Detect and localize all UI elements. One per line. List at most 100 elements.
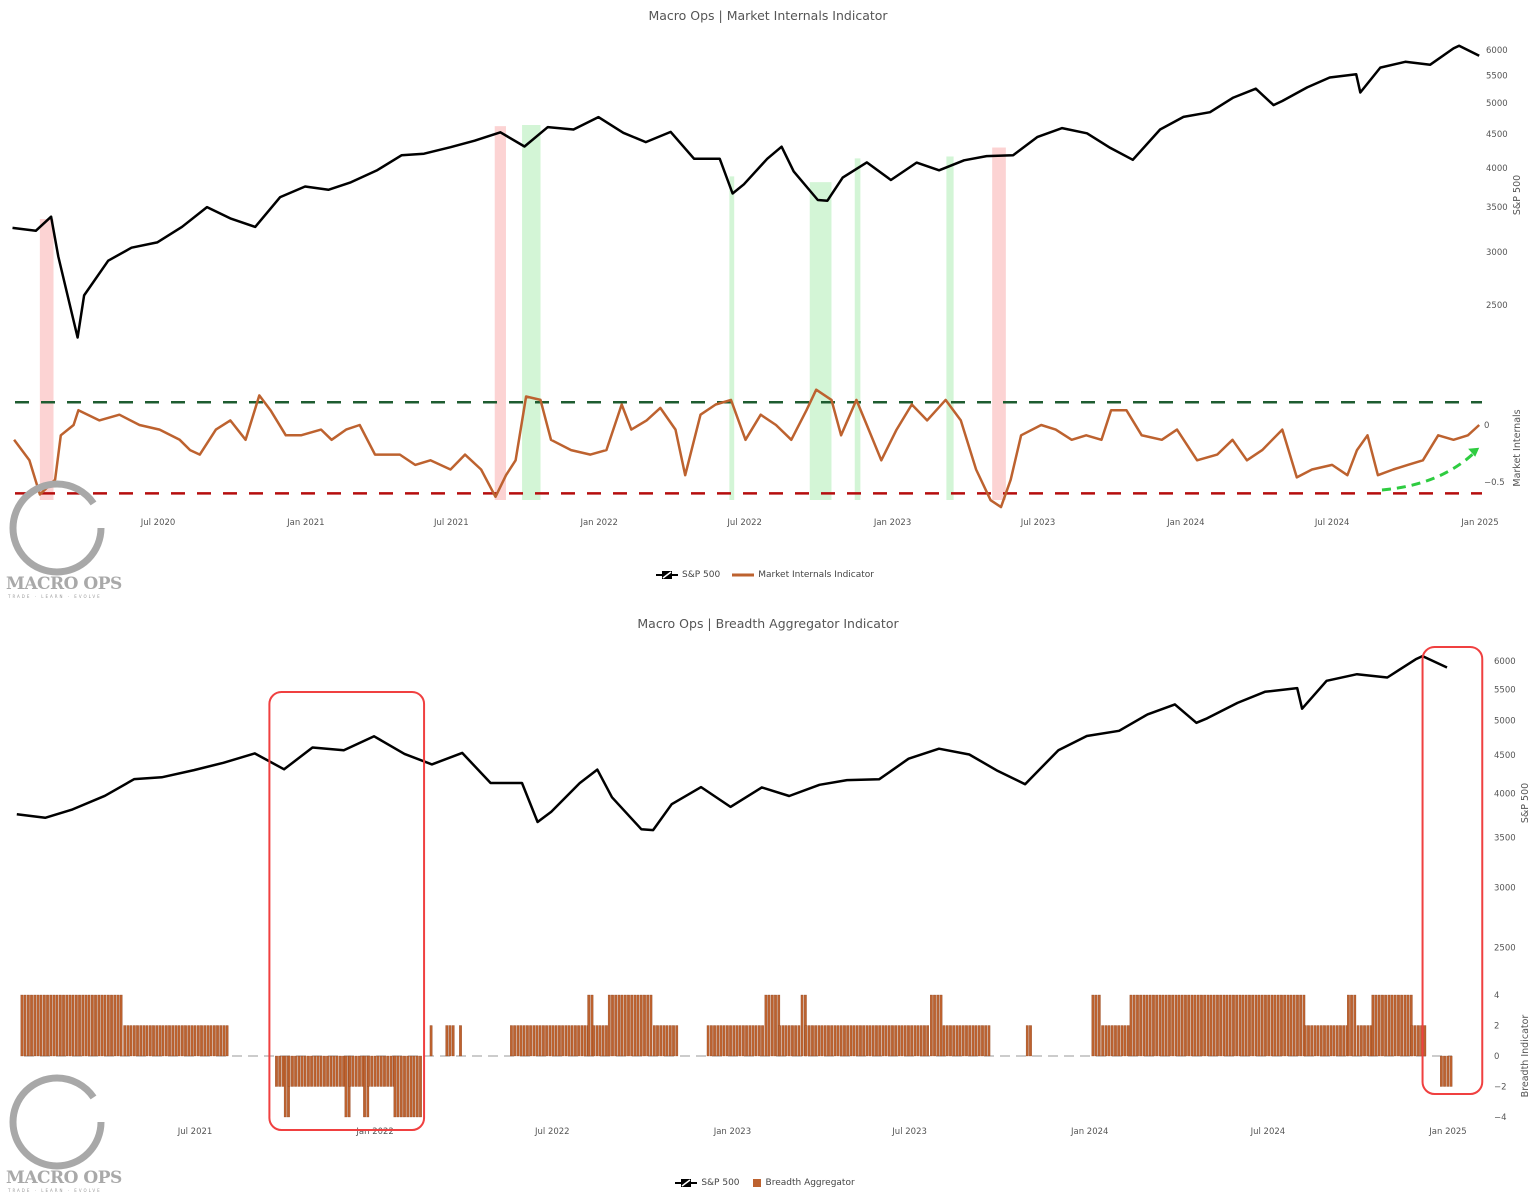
breadth-bar xyxy=(754,1025,758,1057)
breadth-bar xyxy=(297,1055,301,1087)
breadth-bar xyxy=(1440,1055,1443,1087)
x-tick-label: Jan 2023 xyxy=(713,1127,751,1137)
breadth-bar xyxy=(348,1055,352,1087)
breadth-bar xyxy=(971,1025,975,1057)
breadth-bar xyxy=(519,1025,523,1057)
breadth-bar xyxy=(1025,1025,1029,1057)
legend-item-sp500[interactable]: S&P 500 xyxy=(655,570,720,580)
breadth-bar xyxy=(329,1055,333,1087)
breadth-bar xyxy=(623,994,627,1057)
breadth-bar xyxy=(171,1025,175,1057)
breadth-bar xyxy=(1316,1025,1320,1057)
breadth-bar xyxy=(30,994,33,1057)
y-tick-label-sp500: 3000 xyxy=(1494,884,1516,894)
breadth-bar xyxy=(545,1025,548,1057)
breadth-bar xyxy=(126,1025,130,1057)
y-tick-label-sp500: 3500 xyxy=(1486,203,1508,213)
y-tick-label-sp500: 2500 xyxy=(1494,943,1516,953)
breadth-bar xyxy=(136,1025,139,1057)
breadth-bar xyxy=(174,1025,178,1057)
breadth-bar xyxy=(830,1025,834,1057)
breadth-bar xyxy=(859,1025,862,1057)
breadth-bar xyxy=(735,1025,739,1057)
breadth-bar xyxy=(1413,1025,1417,1057)
breadth-bar xyxy=(148,1025,152,1057)
breadth-bar xyxy=(958,1025,962,1057)
x-tick-label: Jul 2021 xyxy=(177,1127,213,1137)
breadth-bar xyxy=(1381,994,1384,1057)
breadth-bar xyxy=(376,1055,380,1087)
breadth-bar xyxy=(155,1025,159,1057)
breadth-bar xyxy=(1145,994,1149,1057)
breadth-bar xyxy=(1397,994,1400,1057)
breadth-bar xyxy=(1225,994,1229,1057)
breadth-bar xyxy=(807,1025,811,1057)
logo-wordmark: MACRO OPS xyxy=(6,1168,122,1188)
breadth-bar xyxy=(1423,1025,1427,1057)
breadth-bar xyxy=(1310,1025,1314,1057)
breadth-bar xyxy=(1091,994,1095,1057)
breadth-bar xyxy=(1264,994,1267,1057)
breadth-bar xyxy=(1257,994,1261,1057)
breadth-bar xyxy=(1377,994,1381,1057)
legend-item-sp500[interactable]: S&P 500 xyxy=(675,1178,740,1188)
breadth-bar xyxy=(225,1025,229,1057)
x-tick-label: Jul 2022 xyxy=(534,1127,570,1137)
bull-signal-band xyxy=(854,158,861,501)
breadth-bar xyxy=(116,994,120,1057)
breadth-bar xyxy=(1152,994,1155,1057)
breadth-bar xyxy=(1241,994,1245,1057)
breadth-bar xyxy=(764,994,768,1057)
market-internals-line xyxy=(13,388,1481,509)
breadth-bar xyxy=(513,1025,516,1057)
breadth-bar xyxy=(113,994,117,1057)
x-tick-label: Jul 2024 xyxy=(1314,518,1350,528)
breadth-bar xyxy=(168,1025,171,1057)
breadth-bar xyxy=(1161,994,1165,1057)
breadth-bar xyxy=(339,1055,342,1087)
legend-market-internals[interactable]: S&P 500 Market Internals Indicator xyxy=(0,570,1536,580)
sp500-line xyxy=(16,654,1448,832)
breadth-bar xyxy=(1410,1025,1414,1057)
breadth-bar xyxy=(903,1025,907,1057)
breadth-bar xyxy=(358,1055,361,1087)
breadth-bar xyxy=(119,994,123,1057)
y-tick-label-sp500: 5500 xyxy=(1494,685,1516,695)
breadth-bar xyxy=(1101,1025,1105,1057)
legend-item-market-internals[interactable]: Market Internals Indicator xyxy=(732,570,874,580)
breadth-bar xyxy=(871,1025,875,1057)
breadth-bar xyxy=(370,1055,374,1087)
breadth-bar xyxy=(965,1025,968,1057)
breadth-bar xyxy=(987,1025,991,1057)
breadth-bar xyxy=(865,1025,869,1057)
breadth-bar xyxy=(367,1055,370,1087)
breadth-bar xyxy=(1303,1025,1307,1057)
breadth-bar xyxy=(601,1025,605,1057)
breadth-bar xyxy=(409,1055,413,1118)
breadth-bar xyxy=(110,994,113,1057)
breadth-bar xyxy=(445,1025,449,1057)
breadth-bar xyxy=(1097,994,1101,1057)
breadth-bar xyxy=(78,994,81,1057)
y-tick-label-indicator: −2 xyxy=(1494,1083,1507,1093)
legend-breadth-aggregator[interactable]: S&P 500 Breadth Aggregator xyxy=(0,1178,1536,1188)
x-tick-label: Jul 2023 xyxy=(891,1127,927,1137)
breadth-bar xyxy=(1393,994,1397,1057)
breadth-bar xyxy=(1110,1025,1114,1057)
breadth-bar xyxy=(1366,1025,1370,1057)
legend-label-sp500: S&P 500 xyxy=(701,1178,740,1188)
breadth-bar xyxy=(794,1025,797,1057)
legend-item-breadth-aggregator[interactable]: Breadth Aggregator xyxy=(752,1178,855,1188)
breadth-bar xyxy=(351,1055,355,1087)
breadth-bar xyxy=(1313,1025,1317,1057)
breadth-bar xyxy=(1254,994,1258,1057)
breadth-bar xyxy=(564,1025,568,1057)
breadth-bar xyxy=(1360,1025,1363,1057)
y-axis-label-indicator: Market Internals xyxy=(1512,409,1523,486)
breadth-bar xyxy=(800,994,804,1057)
breadth-bar xyxy=(216,1025,219,1057)
breadth-bar xyxy=(291,1055,294,1087)
breadth-bar xyxy=(59,994,62,1057)
breadth-bar xyxy=(1129,994,1133,1057)
breadth-bar xyxy=(797,1025,801,1057)
